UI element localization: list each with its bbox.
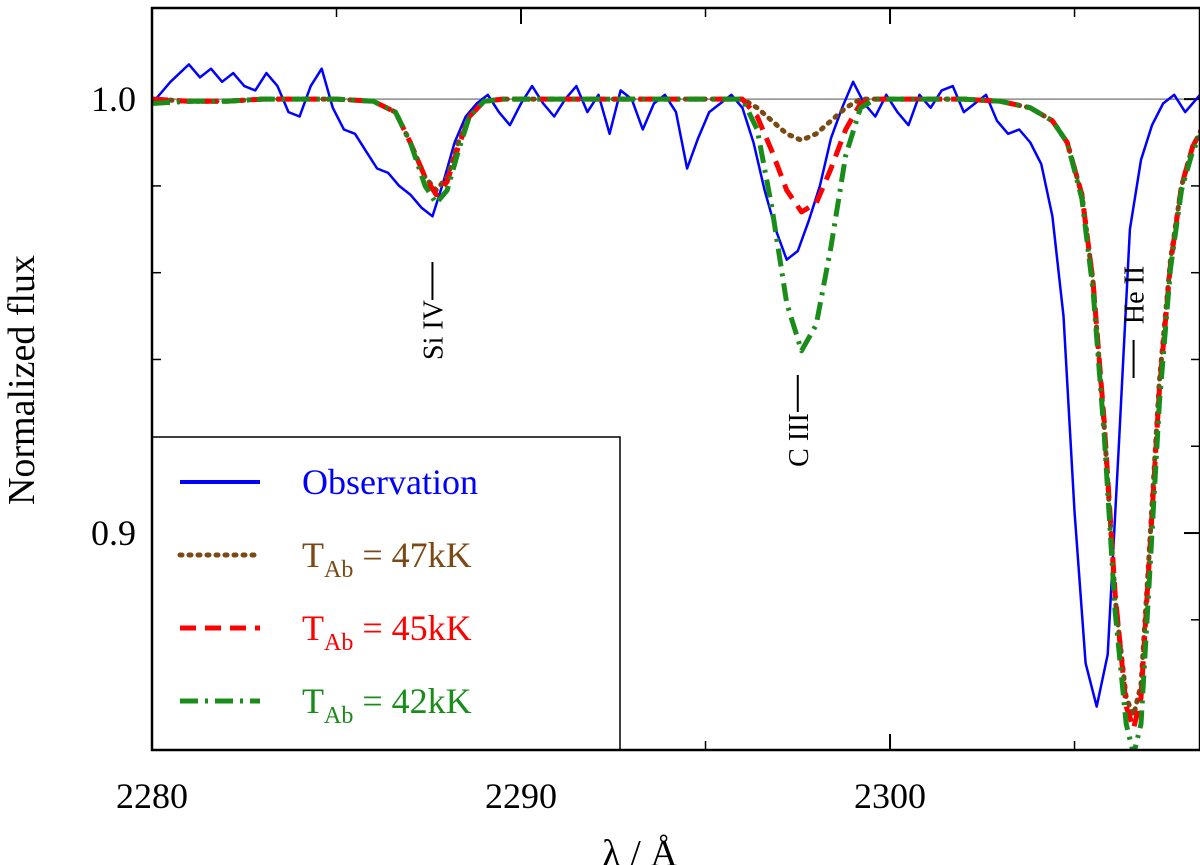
plot-frame — [150, 6, 1200, 752]
spectral-line-labels: Si IV C III He II — [419, 262, 1151, 467]
spectral-line-label: Si IV — [419, 300, 450, 360]
x-tick-label: 2300 — [854, 776, 926, 816]
axis-ticks: 22802290230023100.91.0 — [91, 8, 1200, 816]
legend-box — [151, 436, 621, 751]
legend: Observation TAb = 47kK TAb = 45kK TAb = 42k… — [151, 436, 621, 751]
legend-label: TAb = 45kK — [302, 608, 472, 656]
x-tick-label: 2290 — [485, 776, 557, 816]
series-line-2 — [152, 96, 1200, 731]
series-line-3 — [152, 96, 1200, 750]
y-tick-label: 0.9 — [91, 513, 136, 553]
series-line-0 — [152, 63, 1200, 708]
legend-label: TAb = 42kK — [302, 681, 472, 729]
spectral-line-label: He II — [1120, 266, 1151, 324]
series-group — [152, 63, 1200, 750]
y-tick-label: 1.0 — [91, 79, 136, 119]
legend-label: Observation — [302, 462, 478, 502]
x-tick-label: 2280 — [116, 776, 188, 816]
legend-label: TAb = 47kK — [302, 535, 472, 583]
x-axis-title: λ / Å — [602, 833, 678, 865]
y-axis-title: Normalized flux — [1, 255, 43, 505]
spectral-line-label: C III — [784, 413, 815, 467]
